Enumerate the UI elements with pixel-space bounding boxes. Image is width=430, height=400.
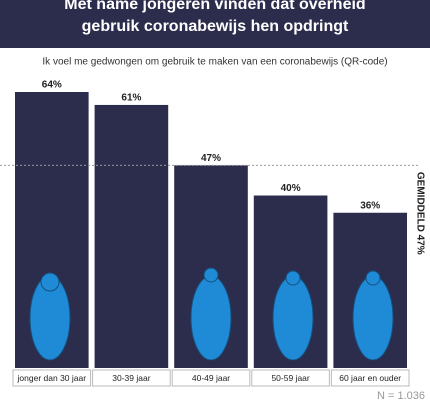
- x-tick-label: jonger dan 30 jaar: [17, 373, 87, 383]
- figures: [29, 267, 394, 361]
- category-box: [171, 369, 251, 387]
- chart-subtitle: Ik voel me gedwongen om gebruik te maken…: [42, 57, 387, 68]
- category-box: [330, 369, 410, 387]
- category-box: [251, 369, 330, 387]
- average-label: GEMIDDELD 47%: [414, 172, 425, 255]
- x-tick-label: 40-49 jaar: [192, 373, 230, 383]
- value-label: 47%: [201, 153, 221, 164]
- value-label: 64%: [42, 80, 62, 91]
- sample-note: N = 1.036: [377, 390, 425, 400]
- x-tick-label: 50-59 jaar: [271, 373, 309, 383]
- value-label: 61%: [121, 93, 141, 104]
- bar: [94, 104, 169, 368]
- value-label: 40%: [281, 183, 301, 194]
- category-box: [92, 369, 171, 387]
- value-label: 36%: [360, 200, 380, 211]
- x-tick-label: 60 jaar en ouder: [339, 373, 401, 383]
- chart-title: Met name jongeren vinden dat overheid geb…: [64, 0, 365, 35]
- category-box: [12, 369, 92, 387]
- x-tick-label: 30-39 jaar: [112, 373, 150, 383]
- header-band: [0, 0, 430, 48]
